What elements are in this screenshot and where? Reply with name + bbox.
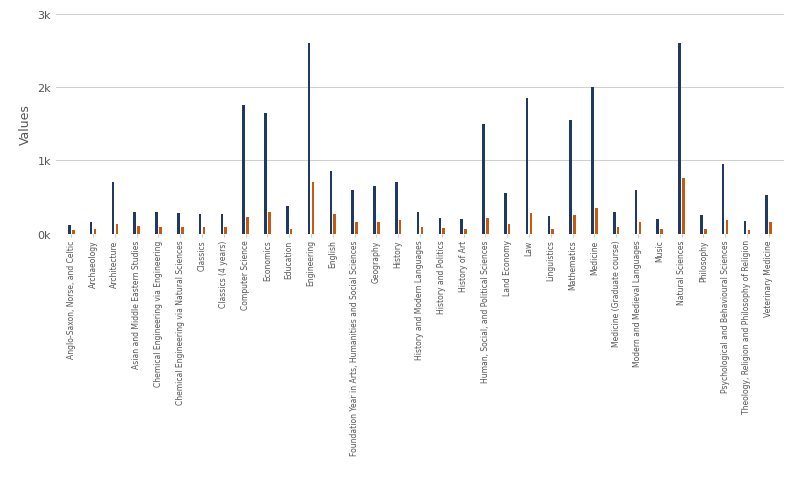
Bar: [657, 220, 659, 234]
Bar: [312, 183, 314, 234]
Bar: [334, 215, 336, 234]
Bar: [634, 190, 638, 234]
Bar: [551, 229, 554, 234]
Bar: [722, 165, 725, 234]
Bar: [159, 227, 162, 234]
Bar: [355, 223, 358, 234]
Bar: [72, 230, 74, 234]
Bar: [308, 44, 310, 234]
Bar: [399, 221, 402, 234]
Bar: [460, 220, 463, 234]
Bar: [747, 230, 750, 234]
Bar: [198, 215, 202, 234]
Bar: [508, 224, 510, 234]
Bar: [94, 230, 96, 234]
Bar: [464, 229, 467, 234]
Bar: [438, 218, 441, 234]
Bar: [638, 223, 642, 234]
Bar: [526, 99, 528, 234]
Bar: [595, 209, 598, 234]
Bar: [570, 121, 572, 234]
Bar: [704, 229, 706, 234]
Bar: [373, 186, 376, 234]
Bar: [286, 206, 289, 234]
Bar: [700, 216, 702, 234]
Bar: [155, 213, 158, 234]
Bar: [225, 228, 227, 234]
Bar: [682, 179, 685, 234]
Bar: [678, 44, 681, 234]
Bar: [726, 221, 729, 234]
Bar: [395, 183, 398, 234]
Bar: [377, 223, 380, 234]
Bar: [330, 172, 332, 234]
Bar: [242, 106, 245, 234]
Bar: [111, 183, 114, 234]
Y-axis label: Values: Values: [19, 104, 32, 145]
Bar: [115, 224, 118, 234]
Bar: [134, 213, 136, 234]
Bar: [744, 221, 746, 234]
Bar: [482, 124, 485, 234]
Bar: [547, 217, 550, 234]
Bar: [177, 214, 179, 234]
Bar: [202, 227, 206, 234]
Bar: [486, 218, 489, 234]
Bar: [351, 190, 354, 234]
Bar: [770, 223, 772, 234]
Bar: [421, 227, 423, 234]
Bar: [613, 212, 615, 234]
Bar: [221, 215, 223, 234]
Bar: [268, 213, 270, 234]
Bar: [591, 88, 594, 234]
Bar: [504, 193, 506, 234]
Bar: [417, 213, 419, 234]
Bar: [68, 225, 70, 234]
Bar: [617, 227, 619, 234]
Bar: [766, 196, 768, 234]
Bar: [574, 216, 576, 234]
Bar: [138, 227, 140, 234]
Bar: [181, 227, 183, 234]
Bar: [661, 230, 663, 234]
Bar: [264, 114, 266, 234]
Bar: [290, 230, 293, 234]
Bar: [442, 228, 445, 234]
Bar: [90, 223, 93, 234]
Bar: [246, 218, 249, 234]
Bar: [530, 214, 532, 234]
